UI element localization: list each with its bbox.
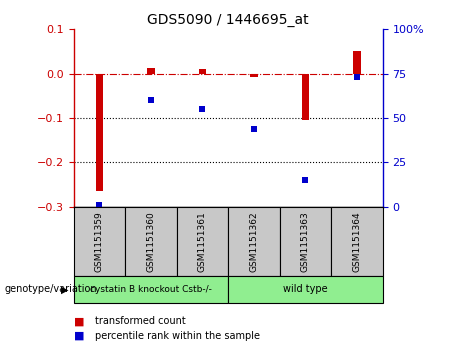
Text: GSM1151364: GSM1151364 xyxy=(352,211,361,272)
Text: GSM1151361: GSM1151361 xyxy=(198,211,207,272)
Bar xyxy=(95,73,103,191)
Text: percentile rank within the sample: percentile rank within the sample xyxy=(95,331,260,341)
Bar xyxy=(353,51,361,73)
Text: GSM1151360: GSM1151360 xyxy=(147,211,155,272)
Title: GDS5090 / 1446695_at: GDS5090 / 1446695_at xyxy=(148,13,309,26)
Text: genotype/variation: genotype/variation xyxy=(5,285,97,294)
Point xyxy=(96,202,103,208)
Bar xyxy=(250,73,258,77)
Text: GSM1151359: GSM1151359 xyxy=(95,211,104,272)
Point xyxy=(301,177,309,183)
Text: GSM1151363: GSM1151363 xyxy=(301,211,310,272)
Point xyxy=(199,106,206,112)
Bar xyxy=(199,69,207,73)
Point xyxy=(353,74,361,80)
Text: ▶: ▶ xyxy=(61,285,68,294)
Text: transformed count: transformed count xyxy=(95,316,185,326)
Bar xyxy=(147,68,155,73)
Text: wild type: wild type xyxy=(283,285,328,294)
Point xyxy=(148,97,155,103)
Text: cystatin B knockout Cstb-/-: cystatin B knockout Cstb-/- xyxy=(90,285,212,294)
Bar xyxy=(301,73,309,120)
Text: GSM1151362: GSM1151362 xyxy=(249,211,259,272)
Text: ■: ■ xyxy=(74,316,84,326)
Point xyxy=(250,126,258,131)
Text: ■: ■ xyxy=(74,331,84,341)
